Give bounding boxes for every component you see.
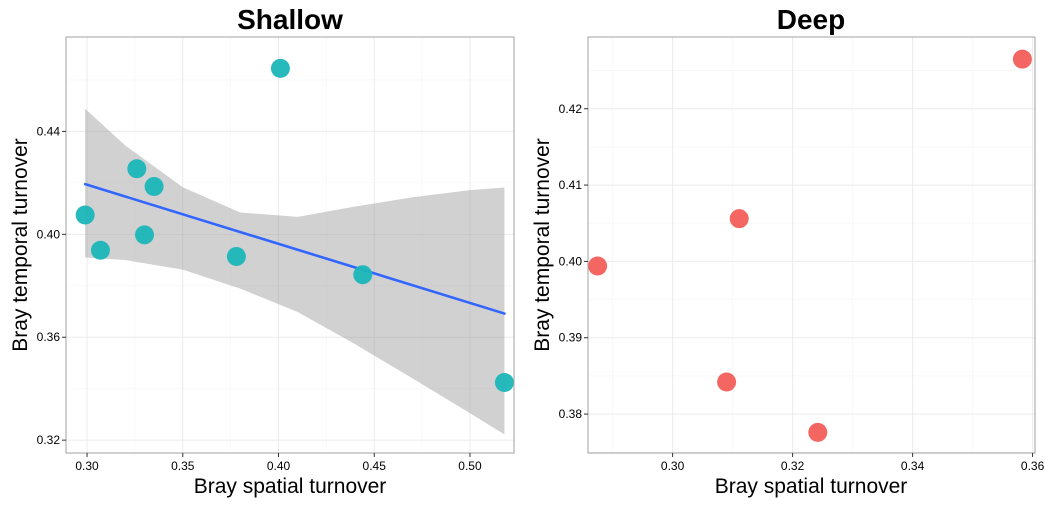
x-ticks-deep: 0.30 0.32 0.34 0.36 xyxy=(661,453,1045,473)
y-tick-label: 0.41 xyxy=(559,178,583,192)
y-axis-title-shallow: Bray temporal turnover xyxy=(9,138,32,352)
x-tick-label: 0.45 xyxy=(363,459,387,473)
y-ticks-shallow: 0.32 0.36 0.40 0.44 xyxy=(37,124,66,447)
data-point xyxy=(226,246,246,266)
panel-shallow: Shallow 0.30 0.35 0.40 0.45 0.50 0.32 0.36 0.4… xyxy=(9,4,515,498)
data-point xyxy=(270,58,290,78)
data-point xyxy=(588,256,608,276)
grid-deep xyxy=(588,37,1035,453)
confidence-band-shallow xyxy=(85,108,505,435)
regression-line xyxy=(83,182,506,315)
y-tick-label: 0.36 xyxy=(37,330,61,344)
x-tick-label: 0.35 xyxy=(171,459,195,473)
x-tick-label: 0.30 xyxy=(661,459,685,473)
x-axis-title-deep: Bray spatial turnover xyxy=(715,475,908,498)
fit-line-shallow xyxy=(83,182,506,315)
y-axis-title-deep: Bray temporal turnover xyxy=(531,138,554,352)
panel-title-deep: Deep xyxy=(777,4,845,35)
y-tick-label: 0.40 xyxy=(37,227,61,241)
confidence-band-area xyxy=(85,108,505,435)
data-point xyxy=(127,159,147,179)
y-tick-label: 0.39 xyxy=(559,331,583,345)
x-axis-title-shallow: Bray spatial turnover xyxy=(194,475,387,498)
data-point xyxy=(135,225,154,245)
y-ticks-deep: 0.38 0.39 0.40 0.41 0.42 xyxy=(559,102,588,421)
points-shallow xyxy=(75,58,514,393)
x-ticks-shallow: 0.30 0.35 0.40 0.45 0.50 xyxy=(75,453,482,473)
panel-title-shallow: Shallow xyxy=(237,4,343,35)
x-tick-label: 0.40 xyxy=(267,459,291,473)
data-point xyxy=(75,205,95,225)
y-tick-label: 0.38 xyxy=(559,407,583,421)
data-point xyxy=(494,373,514,393)
data-point xyxy=(808,422,828,442)
points-deep xyxy=(588,49,1032,442)
data-point xyxy=(1012,49,1032,69)
x-tick-label: 0.36 xyxy=(1021,459,1045,473)
panel-deep: Deep 0.30 0.32 0.34 0.36 0.380.390.400.410.… xyxy=(531,4,1045,498)
y-tick-label: 0.42 xyxy=(559,102,583,116)
data-point xyxy=(717,372,737,392)
x-tick-label: 0.30 xyxy=(75,459,99,473)
panel-border-deep xyxy=(587,36,1036,454)
y-tick-label: 0.32 xyxy=(37,433,61,447)
y-tick-label: 0.44 xyxy=(37,124,61,138)
data-point xyxy=(90,240,110,260)
x-tick-label: 0.34 xyxy=(901,459,925,473)
data-point xyxy=(144,176,164,196)
data-point xyxy=(353,265,373,285)
data-point xyxy=(729,209,749,229)
grid-shallow xyxy=(66,37,514,453)
y-tick-label: 0.40 xyxy=(559,254,583,268)
panel-border-shallow xyxy=(65,36,515,454)
x-tick-label: 0.50 xyxy=(458,459,482,473)
x-tick-label: 0.32 xyxy=(781,459,805,473)
